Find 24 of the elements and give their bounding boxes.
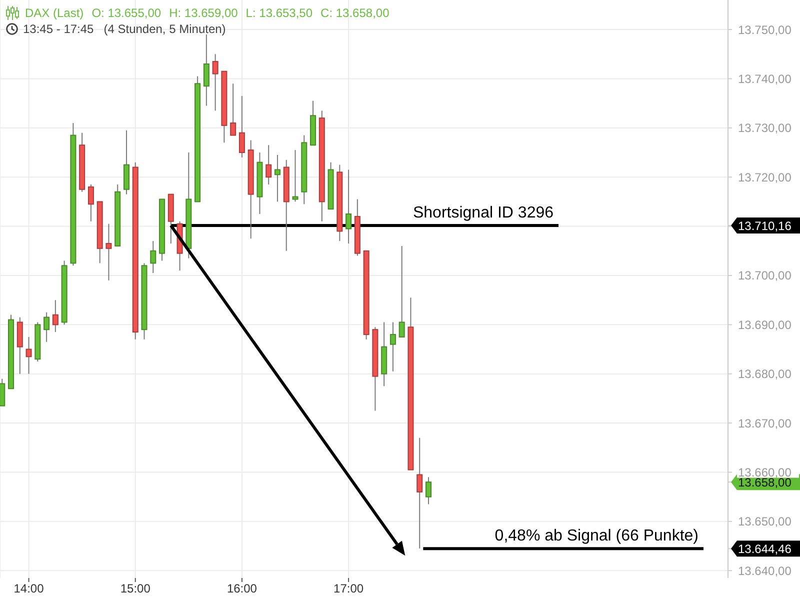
y-tick-label: 13.650,00: [738, 514, 792, 529]
y-tick-label: 13.740,00: [738, 72, 792, 86]
x-tick-label: 17:00: [334, 582, 364, 596]
text: DAX (Last): [25, 6, 84, 20]
x-tick-label: 16:00: [226, 582, 258, 596]
y-tick-label: 13.720,00: [738, 170, 792, 184]
y-tick-label: 13.640,00: [738, 564, 792, 578]
y-tick-label: 13.644,46: [738, 542, 792, 556]
y-tick-label: 13.690,00: [738, 318, 792, 332]
x-tick-label: 14:00: [14, 582, 44, 596]
annotation: C: 13.658,00: [320, 6, 390, 20]
y-tick-label: 13.680,00: [738, 367, 792, 382]
annotation: L: 13.653,50: [246, 6, 313, 20]
text: 13:45 - 17:45 (4 Stunden, 5 Minuten): [23, 22, 226, 36]
y-tick-label: 13.670,00: [738, 416, 792, 430]
y-tick-label: 13.730,00: [738, 121, 792, 136]
series-label: Shortsignal ID 3296: [412, 204, 554, 222]
annotation: H: 13.659,00: [169, 6, 238, 20]
y-tick-label: 13.700,00: [738, 268, 792, 283]
x-tick-label: 15:00: [120, 582, 151, 596]
y-tick-label: 13.710,16: [738, 218, 792, 233]
series-label: 0,48% ab Signal (66 Punkte): [494, 528, 698, 545]
y-tick-label: 13.750,00: [738, 22, 792, 37]
annotation: O: 13.655,00: [92, 6, 162, 20]
